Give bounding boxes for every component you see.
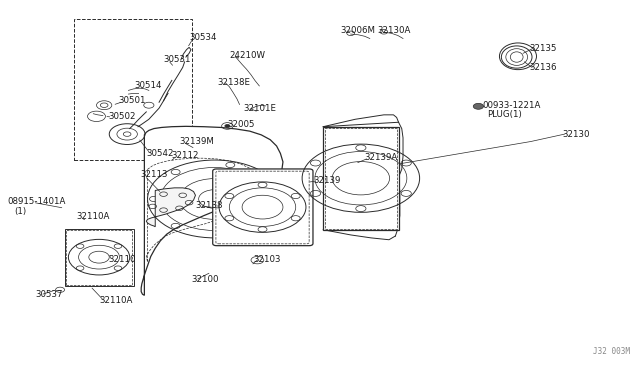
Text: 32139M: 32139M — [179, 137, 214, 146]
Text: 30531: 30531 — [164, 55, 191, 64]
Bar — [65, 229, 134, 286]
Text: 08915-1401A: 08915-1401A — [7, 197, 65, 206]
Circle shape — [473, 103, 483, 109]
Text: 32139: 32139 — [314, 176, 341, 185]
Bar — [323, 127, 399, 230]
Bar — [325, 128, 397, 229]
Text: 32005: 32005 — [227, 121, 255, 129]
Text: 32103: 32103 — [253, 255, 281, 264]
Text: 32100: 32100 — [191, 275, 218, 284]
Text: 24210W: 24210W — [229, 51, 266, 60]
Text: 32130A: 32130A — [378, 26, 411, 35]
Text: J32 003M: J32 003M — [593, 347, 630, 356]
Text: 32138E: 32138E — [218, 78, 251, 87]
Polygon shape — [147, 188, 195, 227]
Text: 32135: 32135 — [529, 44, 557, 53]
Text: 32113: 32113 — [140, 170, 168, 179]
Text: 30537: 30537 — [36, 290, 63, 299]
Text: 30534: 30534 — [189, 33, 216, 42]
Polygon shape — [141, 126, 283, 295]
FancyBboxPatch shape — [212, 169, 313, 246]
Text: 32110A: 32110A — [100, 296, 133, 305]
Text: PLUG(1): PLUG(1) — [487, 110, 522, 119]
Text: 30514: 30514 — [135, 81, 163, 90]
Text: 32101E: 32101E — [243, 104, 276, 113]
Text: 32138: 32138 — [195, 201, 223, 210]
Text: 30502: 30502 — [108, 112, 136, 121]
Text: 32110A: 32110A — [76, 212, 109, 221]
Circle shape — [225, 125, 230, 128]
Text: (1): (1) — [15, 207, 27, 216]
Text: 32130: 32130 — [563, 129, 590, 139]
Text: 30501: 30501 — [119, 96, 147, 105]
Text: 32136: 32136 — [529, 63, 557, 72]
Text: 32112: 32112 — [172, 151, 199, 160]
Bar — [67, 230, 132, 285]
Text: 00933-1221A: 00933-1221A — [483, 101, 541, 110]
Text: 32006M: 32006M — [340, 26, 376, 35]
Text: 32139A: 32139A — [365, 153, 398, 161]
Text: 32110: 32110 — [108, 255, 136, 264]
Text: 30542: 30542 — [147, 149, 174, 158]
Bar — [74, 19, 192, 160]
